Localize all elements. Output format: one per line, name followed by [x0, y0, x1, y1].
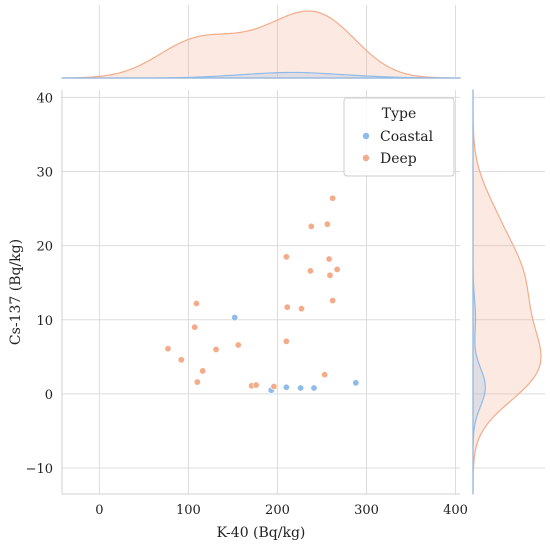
x-tick-label: 300 — [354, 503, 379, 518]
point-deep — [193, 378, 201, 386]
legend-marker-coastal — [362, 132, 370, 140]
point-deep — [234, 341, 242, 349]
y-tick-label: 0 — [45, 388, 53, 403]
top-kde-deep — [61, 10, 461, 79]
plot-frame — [61, 90, 460, 495]
point-deep — [307, 222, 315, 230]
point-coastal — [352, 379, 360, 387]
point-deep — [298, 305, 306, 313]
y-tick-label: 30 — [36, 166, 53, 181]
point-deep — [283, 303, 291, 311]
point-deep — [270, 383, 278, 391]
x-axis-title: K-40 (Bq/kg) — [217, 525, 306, 541]
y-tick-label: 40 — [36, 91, 53, 106]
y-tick-label: −10 — [26, 462, 53, 477]
point-deep — [333, 265, 341, 273]
point-deep — [252, 381, 260, 389]
right-kde-deep — [472, 89, 542, 495]
y-tick-label: 10 — [36, 314, 53, 329]
point-deep — [325, 255, 333, 263]
y-axis-title: Cs-137 (Bq/kg) — [8, 239, 24, 345]
point-deep — [192, 299, 200, 307]
point-coastal — [231, 314, 239, 322]
point-deep — [282, 337, 290, 345]
point-coastal — [297, 384, 305, 392]
legend-box — [343, 97, 455, 177]
legend-title: Type — [382, 106, 417, 122]
point-deep — [329, 194, 337, 202]
point-deep — [329, 297, 337, 305]
point-deep — [199, 367, 207, 375]
point-deep — [306, 267, 314, 275]
legend: Type Coastal Deep — [343, 97, 455, 177]
point-deep — [326, 271, 334, 279]
x-tick-label: 100 — [176, 503, 201, 518]
top-marginal-kde — [61, 5, 461, 79]
legend-marker-deep — [362, 154, 370, 162]
right-marginal-kde — [472, 89, 545, 495]
right-kde-coastal — [472, 90, 486, 494]
x-tick-label: 0 — [95, 503, 103, 518]
point-deep — [323, 220, 331, 228]
legend-label-coastal: Coastal — [380, 129, 434, 145]
point-deep — [177, 356, 185, 364]
point-coastal — [282, 383, 290, 391]
point-deep — [282, 253, 290, 261]
scatter-points — [164, 194, 360, 394]
point-deep — [164, 345, 172, 353]
top-kde-coastal — [62, 71, 461, 79]
point-deep — [321, 371, 329, 379]
x-tick-label: 200 — [265, 503, 290, 518]
y-tick-label: 20 — [36, 240, 53, 255]
tick-labels: 0 100 200 300 400 −10 0 10 20 30 40 — [26, 91, 468, 518]
point-deep — [191, 323, 199, 331]
legend-label-deep: Deep — [380, 151, 417, 167]
point-deep — [212, 345, 220, 353]
point-coastal — [310, 384, 318, 392]
x-tick-label: 400 — [443, 503, 468, 518]
